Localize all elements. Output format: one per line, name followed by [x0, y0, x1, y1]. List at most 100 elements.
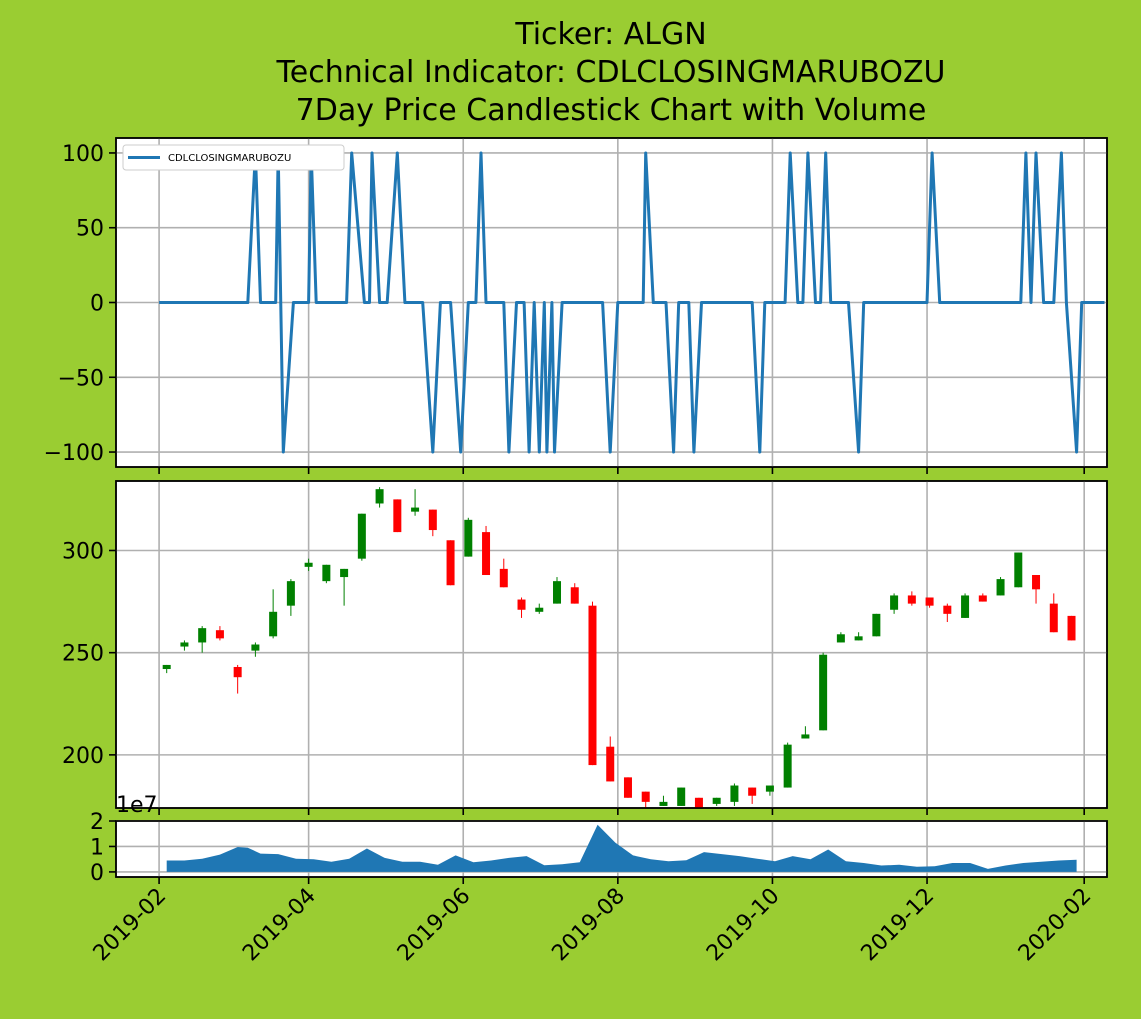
candle — [961, 593, 970, 618]
indicator-panel: 100 50 0 −50 −100 CDLCLOSINGMARUBOZU — [44, 137, 1108, 474]
indicator-series-line — [159, 151, 1105, 454]
candle — [535, 603, 544, 614]
candle — [322, 564, 331, 584]
title-line-1: Ticker: ALGN — [514, 17, 706, 52]
candle — [375, 487, 384, 508]
candle-body — [198, 628, 207, 643]
chart-title: Ticker: ALGN Technical Indicator: CDLCLO… — [276, 17, 946, 128]
candle-body — [482, 532, 491, 576]
y-tick-label: 300 — [62, 539, 104, 564]
candle — [357, 513, 366, 561]
candle-body — [304, 562, 313, 567]
y-tick-label: 2 — [90, 810, 104, 835]
candle-body — [659, 801, 668, 806]
y-tick-label: 0 — [90, 861, 104, 886]
candle-body — [553, 581, 562, 604]
candle-body — [836, 634, 845, 643]
candle — [890, 593, 899, 614]
candle-body — [375, 489, 384, 504]
legend-label: CDLCLOSINGMARUBOZU — [168, 153, 291, 164]
candle — [978, 593, 987, 602]
candle — [765, 785, 774, 796]
candle — [215, 626, 224, 641]
candle — [428, 509, 437, 537]
candle — [464, 517, 473, 557]
candle-body — [978, 595, 987, 602]
candle-body — [854, 636, 863, 641]
candle — [553, 577, 562, 604]
candle — [482, 525, 491, 576]
candle-body — [961, 595, 970, 618]
legend-box — [122, 144, 345, 171]
indicator-legend: CDLCLOSINGMARUBOZU — [122, 144, 345, 171]
candle — [180, 640, 189, 651]
candle — [641, 791, 650, 808]
candle-body — [1014, 552, 1023, 588]
candlesticks — [162, 487, 1076, 808]
price-grid — [116, 481, 1107, 808]
candle — [606, 736, 615, 782]
candle-body — [393, 499, 402, 533]
volume-area — [166, 824, 1077, 872]
candle — [1014, 552, 1023, 588]
candle-body — [233, 666, 242, 678]
title-line-2: Technical Indicator: CDLCLOSINGMARUBOZU — [276, 55, 946, 90]
candle — [907, 591, 916, 606]
candle-body — [943, 605, 952, 614]
candle-body — [730, 785, 739, 802]
candle — [996, 577, 1005, 596]
candle-body — [623, 777, 632, 798]
candle — [499, 558, 508, 588]
candle — [198, 626, 207, 653]
candle — [623, 777, 632, 798]
candle-body — [588, 605, 597, 766]
y-tick-label: −100 — [44, 441, 104, 466]
candle-body — [925, 597, 934, 606]
candle — [1049, 593, 1058, 633]
candle — [411, 489, 420, 516]
candle — [251, 642, 260, 657]
candle — [748, 787, 757, 804]
volume-panel: 210 1e7 — [90, 793, 1108, 886]
price-frame — [115, 480, 1108, 809]
candle — [943, 603, 952, 623]
y-tick-label: 100 — [62, 142, 104, 167]
candle — [854, 632, 863, 641]
y-tick-label: 0 — [90, 292, 104, 317]
candle — [517, 597, 526, 618]
candle-body — [322, 564, 331, 582]
candle-body — [748, 787, 757, 796]
candle-body — [428, 509, 437, 531]
candle — [269, 589, 278, 639]
candle-body — [535, 607, 544, 612]
y-tick-label: 50 — [76, 217, 104, 242]
candle-body — [215, 630, 224, 639]
volume-y-ticks: 210 — [90, 810, 1085, 886]
candle-body — [694, 797, 703, 808]
candle-body — [783, 744, 792, 788]
candle-body — [996, 579, 1005, 596]
candle-body — [819, 654, 828, 731]
candle — [446, 540, 455, 586]
y-tick-label: −50 — [58, 366, 104, 391]
candle — [712, 797, 721, 806]
candle-body — [357, 513, 366, 559]
candle-body — [269, 611, 278, 637]
price-panel: 300 250 200 — [62, 480, 1108, 815]
candle — [162, 664, 171, 674]
candle — [1032, 575, 1041, 604]
candle — [393, 499, 402, 533]
indicator-y-ticks: 100 50 0 −50 −100 — [44, 142, 1085, 474]
candle-body — [446, 540, 455, 586]
candle — [659, 795, 668, 806]
candle-body — [517, 599, 526, 610]
candle — [836, 632, 845, 643]
volume-exponent-label: 1e7 — [116, 793, 158, 818]
price-y-ticks: 300 250 200 — [62, 539, 1085, 815]
candle — [304, 558, 313, 571]
candle-body — [411, 507, 420, 512]
candle — [925, 597, 934, 608]
candle-body — [340, 568, 349, 578]
candle — [233, 664, 242, 694]
candle — [677, 787, 686, 806]
